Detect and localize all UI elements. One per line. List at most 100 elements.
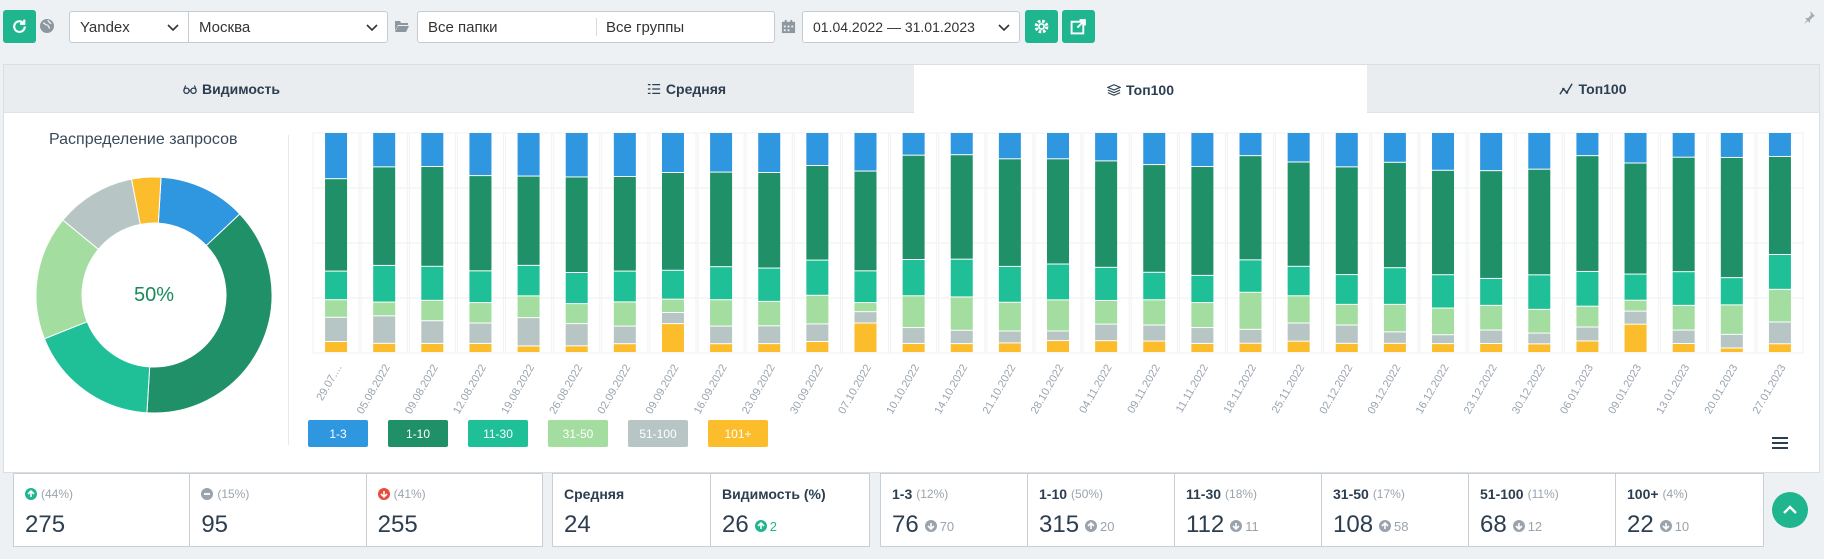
bar-segment-51-100[interactable] (325, 317, 348, 341)
bar-segment-31-50[interactable] (710, 300, 733, 326)
bar-segment-11-30[interactable] (1528, 275, 1551, 309)
bar-segment-11-30[interactable] (1239, 260, 1262, 292)
bar-segment-1-10[interactable] (373, 167, 396, 265)
bar-segment-1-10[interactable] (1335, 167, 1358, 275)
bar-segment-101+[interactable] (998, 343, 1021, 352)
bar-segment-101+[interactable] (1287, 341, 1310, 352)
bar-segment-11-30[interactable] (950, 259, 973, 297)
bar-segment-1-3[interactable] (1528, 133, 1551, 169)
bar-segment-101+[interactable] (661, 324, 684, 352)
bar-segment-51-100[interactable] (1143, 325, 1166, 341)
bar-segment-1-10[interactable] (613, 177, 636, 271)
bar-segment-101+[interactable] (565, 346, 588, 352)
bar-segment-101+[interactable] (373, 343, 396, 352)
bar-segment-51-100[interactable] (1239, 329, 1262, 343)
bar-segment-101+[interactable] (710, 344, 733, 352)
bar-segment-11-30[interactable] (1335, 275, 1358, 304)
bar-segment-1-10[interactable] (1480, 171, 1503, 278)
bar-segment-101+[interactable] (1143, 341, 1166, 352)
bar-segment-1-10[interactable] (950, 155, 973, 259)
bar-segment-11-30[interactable] (1143, 272, 1166, 300)
bar-segment-51-100[interactable] (758, 326, 781, 344)
bar-segment-1-10[interactable] (1383, 162, 1406, 268)
bar-segment-31-50[interactable] (854, 303, 877, 312)
bar-segment-101+[interactable] (1768, 344, 1791, 352)
bar-segment-11-30[interactable] (1768, 254, 1791, 289)
bar-segment-51-100[interactable] (517, 318, 540, 346)
legend-item-31-50[interactable]: 31-50 (548, 420, 608, 447)
bar-segment-101+[interactable] (1576, 341, 1599, 352)
bar-segment-51-100[interactable] (469, 323, 492, 343)
bar-segment-51-100[interactable] (854, 312, 877, 323)
bar-segment-1-10[interactable] (421, 167, 444, 266)
bar-segment-51-100[interactable] (661, 313, 684, 324)
tab-top100-stacked[interactable]: Топ100 (914, 65, 1367, 114)
bar-segment-1-10[interactable] (1047, 159, 1069, 264)
bar-segment-101+[interactable] (1672, 344, 1695, 352)
bar-segment-51-100[interactable] (613, 326, 636, 344)
bar-segment-1-10[interactable] (1287, 162, 1310, 266)
bar-segment-11-30[interactable] (421, 266, 444, 300)
engine-select[interactable]: Yandex (69, 11, 189, 43)
bar-segment-11-30[interactable] (710, 267, 733, 300)
bar-segment-11-30[interactable] (902, 260, 925, 296)
bar-segment-11-30[interactable] (1480, 278, 1503, 305)
bar-segment-101+[interactable] (469, 343, 492, 352)
bar-segment-1-3[interactable] (998, 133, 1021, 159)
bar-segment-51-100[interactable] (998, 331, 1021, 343)
bar-segment-1-10[interactable] (661, 173, 684, 270)
bar-segment-51-100[interactable] (1383, 332, 1406, 343)
refresh-button[interactable] (3, 10, 36, 43)
bar-segment-101+[interactable] (950, 344, 973, 352)
bar-segment-31-50[interactable] (1095, 300, 1118, 324)
bar-segment-1-3[interactable] (613, 133, 636, 176)
bar-segment-1-10[interactable] (1720, 157, 1743, 278)
bar-segment-101+[interactable] (1528, 344, 1551, 352)
bar-segment-31-50[interactable] (1432, 308, 1455, 335)
bar-segment-31-50[interactable] (1239, 292, 1262, 329)
bar-segment-1-10[interactable] (517, 176, 540, 265)
bar-segment-51-100[interactable] (1480, 330, 1503, 344)
bar-segment-51-100[interactable] (1095, 324, 1118, 341)
bar-segment-31-50[interactable] (1672, 305, 1695, 330)
bar-segment-101+[interactable] (1624, 324, 1647, 352)
bar-segment-11-30[interactable] (613, 271, 636, 302)
bar-segment-11-30[interactable] (1576, 271, 1599, 306)
legend-item-1-3[interactable]: 1-3 (308, 420, 368, 447)
bar-segment-51-100[interactable] (1768, 322, 1791, 344)
bar-segment-11-30[interactable] (469, 271, 492, 303)
export-button[interactable] (1062, 10, 1095, 43)
bar-segment-31-50[interactable] (373, 302, 396, 316)
bar-segment-11-30[interactable] (373, 265, 396, 302)
bar-segment-101+[interactable] (1480, 344, 1503, 352)
bar-segment-1-10[interactable] (998, 159, 1021, 266)
bar-segment-101+[interactable] (1335, 343, 1358, 352)
bar-segment-31-50[interactable] (1624, 300, 1647, 311)
bar-segment-31-50[interactable] (1191, 303, 1214, 328)
tab-top100-line[interactable]: Топ100 (1367, 65, 1819, 113)
bar-segment-11-30[interactable] (325, 271, 348, 300)
bar-segment-51-100[interactable] (1432, 335, 1455, 344)
bar-segment-101+[interactable] (1191, 343, 1214, 352)
bar-segment-1-3[interactable] (1047, 133, 1069, 159)
bar-segment-51-100[interactable] (1528, 333, 1551, 344)
bar-segment-31-50[interactable] (950, 297, 973, 330)
region-select[interactable]: Москва (188, 11, 388, 43)
bar-segment-31-50[interactable] (1383, 304, 1406, 332)
legend-item-11-30[interactable]: 11-30 (468, 420, 528, 447)
bar-segment-1-3[interactable] (1239, 133, 1262, 156)
bar-segment-51-100[interactable] (806, 324, 829, 341)
bar-segment-1-10[interactable] (469, 176, 492, 271)
bar-segment-1-3[interactable] (710, 133, 733, 172)
bar-segment-1-10[interactable] (1672, 157, 1695, 272)
bar-segment-1-10[interactable] (710, 172, 733, 267)
bar-segment-1-3[interactable] (1191, 133, 1214, 167)
bar-segment-31-50[interactable] (517, 296, 540, 318)
settings-button[interactable] (1025, 10, 1058, 43)
bar-segment-11-30[interactable] (1432, 275, 1455, 308)
bar-segment-31-50[interactable] (902, 296, 925, 328)
bar-segment-1-3[interactable] (902, 133, 925, 155)
bar-segment-11-30[interactable] (565, 273, 588, 304)
bar-segment-11-30[interactable] (806, 260, 829, 295)
bar-segment-101+[interactable] (1239, 343, 1262, 352)
